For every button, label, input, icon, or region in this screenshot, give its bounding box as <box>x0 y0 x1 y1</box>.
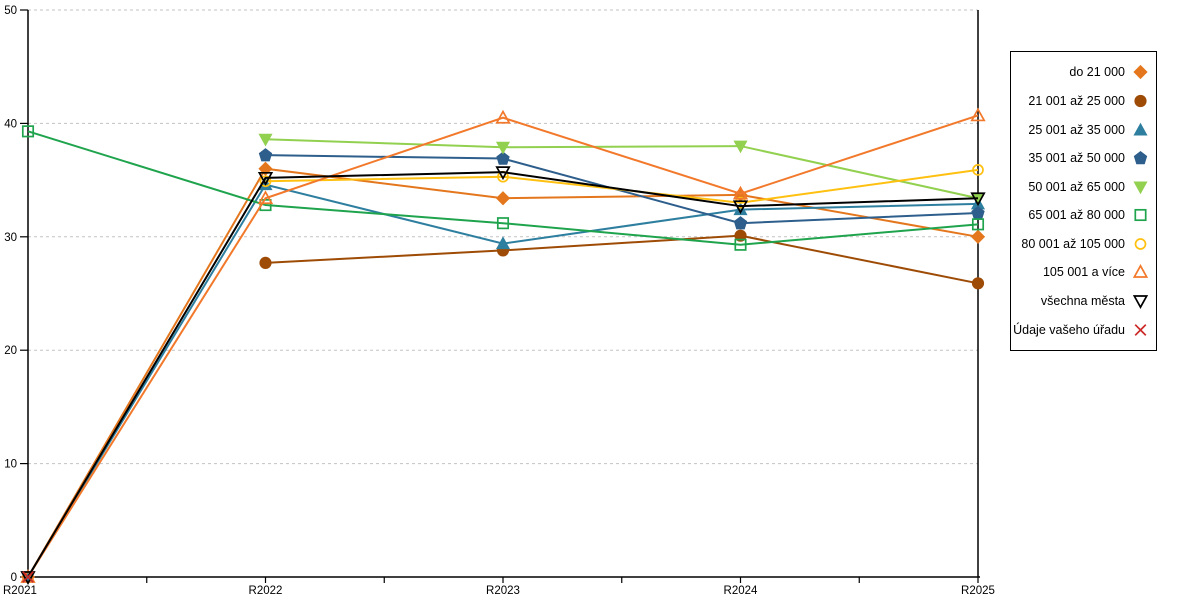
series-line <box>27 171 979 578</box>
series-10 <box>22 571 34 583</box>
x-tick-label-R2025: R2025 <box>961 585 995 597</box>
data-point <box>258 148 273 162</box>
data-point <box>495 166 511 181</box>
series-line <box>27 130 979 246</box>
data-point <box>21 125 35 138</box>
data-point <box>496 217 510 230</box>
legend-item: 35 001 až 50 000 <box>1011 144 1156 173</box>
data-point <box>971 218 985 231</box>
data-point <box>259 175 272 188</box>
legend-item: 80 001 až 105 000 <box>1011 230 1156 259</box>
data-point <box>20 571 36 585</box>
diamond-legend-icon <box>1133 65 1148 80</box>
triangle-down-legend-icon <box>1133 181 1148 194</box>
data-point <box>258 133 273 147</box>
legend-label: 80 001 až 105 000 <box>1021 236 1125 251</box>
legend-item: 50 001 až 65 000 <box>1011 172 1156 201</box>
series-line <box>27 114 979 578</box>
data-point <box>22 571 34 583</box>
legend-label: do 21 000 <box>1069 65 1125 80</box>
legend-label: 25 001 až 35 000 <box>1028 122 1125 137</box>
legend-label: 50 001 až 65 000 <box>1028 179 1125 194</box>
y-tick-label-0: 0 <box>11 572 17 584</box>
pentagon-legend-icon <box>1133 151 1148 165</box>
data-point <box>495 109 511 124</box>
series-2 <box>259 229 985 290</box>
data-point <box>496 151 510 165</box>
legend-label: 21 001 až 25 000 <box>1028 93 1125 108</box>
legend-item: 25 001 až 35 000 <box>1011 115 1156 144</box>
data-point <box>972 164 984 176</box>
circle-legend-icon <box>1134 94 1147 108</box>
legend-item: 21 001 až 25 000 <box>1011 87 1156 116</box>
data-point <box>495 191 511 206</box>
data-point <box>970 107 986 122</box>
data-point <box>733 216 748 230</box>
triangle-up-legend-icon <box>1133 122 1148 136</box>
series-1 <box>20 161 986 585</box>
x-tick-label-R2024: R2024 <box>724 585 758 597</box>
x-tick-label-R2021: R2021 <box>3 585 37 597</box>
legend-item: 105 001 a více <box>1011 258 1156 287</box>
legend-label: 35 001 až 50 000 <box>1028 151 1125 166</box>
data-point <box>970 229 986 244</box>
legend-item: Údaje vašeho úřadu <box>1011 315 1156 344</box>
data-point <box>257 171 274 186</box>
square-legend-icon <box>1134 209 1147 222</box>
data-point <box>733 202 748 216</box>
series-4 <box>258 148 985 230</box>
series-5 <box>258 133 986 206</box>
data-point <box>733 140 748 154</box>
data-point <box>258 161 273 176</box>
y-tick-label-10: 10 <box>4 459 17 471</box>
series-3 <box>20 177 986 583</box>
circle-legend-icon <box>1134 238 1147 250</box>
data-point <box>732 185 749 200</box>
data-point <box>495 141 511 155</box>
series-line <box>27 167 979 578</box>
data-point <box>495 236 511 250</box>
legend-label: všechna města <box>1040 294 1125 309</box>
x-tick-label-R2023: R2023 <box>486 585 520 597</box>
data-point <box>734 238 747 251</box>
data-point <box>970 192 986 207</box>
data-point <box>971 277 985 290</box>
data-point <box>734 229 747 242</box>
x-legend-icon <box>1134 323 1147 336</box>
legend: do 21 000 21 001 až 25 000 25 001 až 35 00… <box>1010 51 1157 351</box>
legend-label: 105 001 a více <box>1042 265 1125 280</box>
legend-label: 65 001 až 80 000 <box>1028 208 1125 223</box>
series-9 <box>20 166 986 585</box>
y-tick-label-50: 50 <box>4 5 17 17</box>
legend-item: do 21 000 <box>1011 58 1156 87</box>
legend-label: Údaje vašeho úřadu <box>1013 322 1125 337</box>
y-tick-label-20: 20 <box>4 345 17 357</box>
legend-item: 65 001 až 80 000 <box>1011 201 1156 230</box>
series-line <box>265 154 979 225</box>
x-tick-label-R2022: R2022 <box>249 585 283 597</box>
y-tick-label-40: 40 <box>4 118 17 130</box>
legend-item: všechna města <box>1011 287 1156 316</box>
data-point <box>257 190 274 205</box>
y-tick-label-30: 30 <box>4 232 17 244</box>
series-line <box>265 138 979 200</box>
triangle-down-legend-icon <box>1132 295 1149 310</box>
data-point <box>259 256 272 269</box>
triangle-up-legend-icon <box>1132 264 1149 279</box>
data-point <box>732 200 749 215</box>
series-6 <box>21 125 985 251</box>
series-line <box>265 234 979 285</box>
